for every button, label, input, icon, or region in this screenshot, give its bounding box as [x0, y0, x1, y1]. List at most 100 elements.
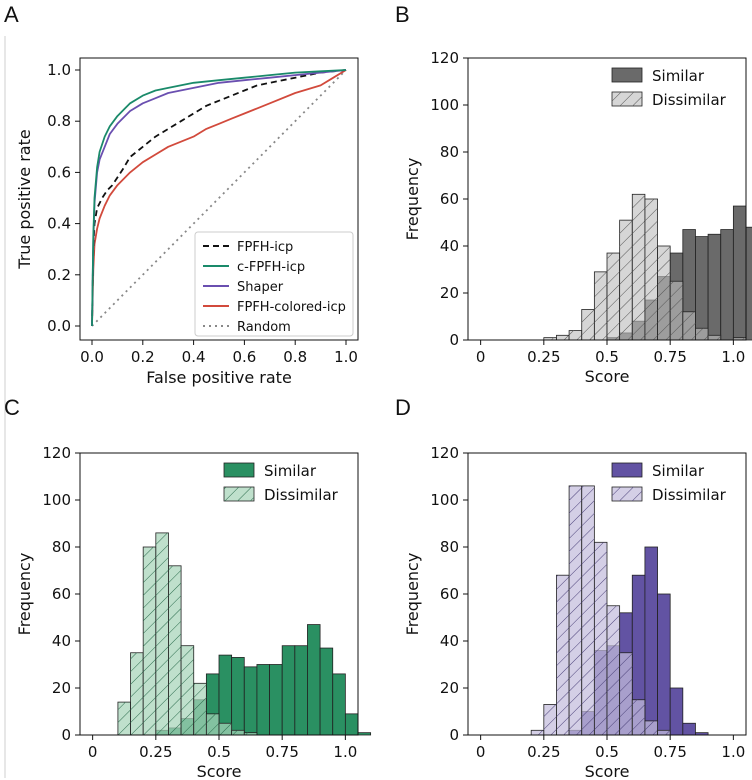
legend-swatch-hatch-c	[224, 487, 254, 501]
bar-hatch-dissimilar	[155, 532, 169, 735]
bar-similar	[332, 673, 346, 736]
bar-hatch-dissimilar	[117, 702, 131, 735]
x-axis-title-b: Score	[585, 367, 630, 386]
panel-b-histogram: 0 0.25 0.5 0.75 1.0 0 20 40 60 80 100 120 Score Frequ…	[403, 49, 752, 386]
bar-similar	[294, 645, 308, 736]
y-tick-label-d: 100	[430, 491, 459, 509]
x-tick-label-d: 0.5	[595, 743, 619, 761]
y-axis-title-a: True positive rate	[15, 129, 34, 269]
legend-swatch-hatch-d	[612, 487, 642, 501]
bar-hatch-dissimilar	[543, 337, 557, 340]
series-dissimilar-d	[530, 485, 671, 736]
y-axis-title-c: Frequency	[15, 553, 34, 636]
bar-similar	[657, 593, 671, 736]
legend-label-c: Dissimilar	[264, 486, 339, 504]
y-tick-label-c: 0	[61, 726, 71, 744]
y-tick-label-a: 0.0	[47, 317, 71, 335]
y-tick-label-c: 40	[52, 632, 71, 650]
y-tick-label-c: 120	[42, 444, 71, 462]
bar-hatch-dissimilar	[531, 730, 544, 735]
bar-similar	[357, 732, 372, 736]
x-tick-label-a: 0.0	[80, 348, 104, 366]
bar-hatch-dissimilar	[569, 485, 582, 735]
x-axis-title-c: Score	[197, 762, 242, 780]
x-tick-label-d: 0	[476, 743, 486, 761]
bar-hatch-dissimilar	[619, 220, 633, 340]
bar-similar	[644, 546, 658, 736]
x-tick-label-b: 0	[476, 348, 486, 366]
bar-hatch-dissimilar	[244, 732, 257, 735]
legend-label-d: Dissimilar	[652, 486, 727, 504]
y-tick-label-a: 1.0	[47, 61, 71, 79]
x-tick-label-b: 0.75	[653, 348, 686, 366]
plot-frame-a	[79, 57, 359, 341]
bar-hatch-dissimilar	[231, 730, 245, 735]
bar-hatch-dissimilar	[619, 652, 633, 735]
panel-letter-d: D	[395, 395, 411, 420]
x-tick-label-c: 0.75	[265, 743, 298, 761]
panel-letter-a: A	[4, 2, 19, 27]
bar-similar	[682, 722, 696, 736]
y-tick-label-d: 0	[449, 726, 459, 744]
y-tick-label-c: 100	[42, 491, 71, 509]
x-tick-label-a: 0.2	[131, 348, 155, 366]
legend-b: Similar Dissimilar	[611, 67, 727, 109]
panel-c-histogram: 0 0.25 0.5 0.75 1.0 0 20 40 60 80 100 120 Score Frequ…	[15, 444, 372, 780]
y-tick-label-c: 80	[52, 538, 71, 556]
bar-similar	[745, 226, 752, 341]
legend-label-a: c-FPFH-icp	[237, 260, 305, 275]
y-tick-label-d: 60	[440, 585, 459, 603]
bar-similar	[720, 229, 734, 341]
x-tick-label-a: 1.0	[334, 348, 358, 366]
bar-similar	[243, 666, 258, 736]
bar-hatch-dissimilar	[581, 309, 595, 340]
x-tick-label-d: 0.25	[527, 743, 560, 761]
legend-swatch-hatch-b	[612, 92, 642, 106]
bar-similar	[231, 657, 245, 736]
legend-label-d: Similar	[652, 462, 705, 480]
bar-hatch-dissimilar	[193, 683, 207, 735]
roc-line-fpfh-colored-icp	[91, 69, 347, 327]
y-tick-label-b: 20	[440, 284, 459, 302]
x-tick-label-a: 0.8	[283, 348, 307, 366]
bar-hatch-dissimilar	[607, 253, 620, 340]
y-tick-label-c: 20	[52, 679, 71, 697]
bar-similar	[695, 236, 709, 341]
x-tick-label-c: 1.0	[333, 743, 357, 761]
y-axis-title-b: Frequency	[403, 158, 422, 241]
legend-label-c: Similar	[264, 462, 317, 480]
y-tick-label-b: 120	[430, 49, 459, 67]
legend-label-b: Similar	[652, 67, 705, 85]
y-tick-label-b: 100	[430, 96, 459, 114]
legend-d: Similar Dissimilar	[611, 462, 727, 504]
y-tick-label-b: 60	[440, 190, 459, 208]
y-tick-label-d: 20	[440, 679, 459, 697]
bar-hatch-dissimilar	[632, 194, 645, 340]
roc-line-random	[91, 69, 347, 327]
y-tick-label-a: 0.4	[47, 215, 71, 233]
bar-similar	[256, 664, 270, 736]
panel-letter-c: C	[4, 395, 20, 420]
y-tick-label-b: 0	[449, 331, 459, 349]
legend-label-a: Shaper	[237, 280, 284, 295]
bar-hatch-dissimilar	[594, 542, 607, 735]
y-tick-label-a: 0.6	[47, 163, 71, 181]
y-tick-label-a: 0.2	[47, 266, 71, 284]
legend-label-a: FPFH-icp	[237, 240, 293, 255]
x-tick-label-c: 0.25	[139, 743, 172, 761]
bar-similar	[281, 645, 296, 736]
bar-hatch-dissimilar	[607, 605, 620, 735]
bar-hatch-dissimilar	[168, 565, 182, 735]
series-dissimilar-b	[543, 193, 747, 341]
panel-d-histogram: 0 0.25 0.5 0.75 1.0 0 20 40 60 80 100 120 Score Frequ…	[403, 444, 747, 780]
bar-hatch-dissimilar	[556, 575, 570, 735]
legend-a: FPFH-icp c-FPFH-icp Shaper FPFH-colored-icp…	[194, 231, 354, 337]
bar-similar	[669, 687, 684, 736]
legend-label-a: FPFH-colored-icp	[237, 300, 346, 315]
x-tick-label-d: 1.0	[721, 743, 745, 761]
legend-swatch-b	[611, 67, 643, 83]
bar-hatch-dissimilar	[130, 652, 144, 735]
bar-hatch-dissimilar	[657, 246, 671, 340]
bar-hatch-dissimilar	[733, 337, 746, 340]
